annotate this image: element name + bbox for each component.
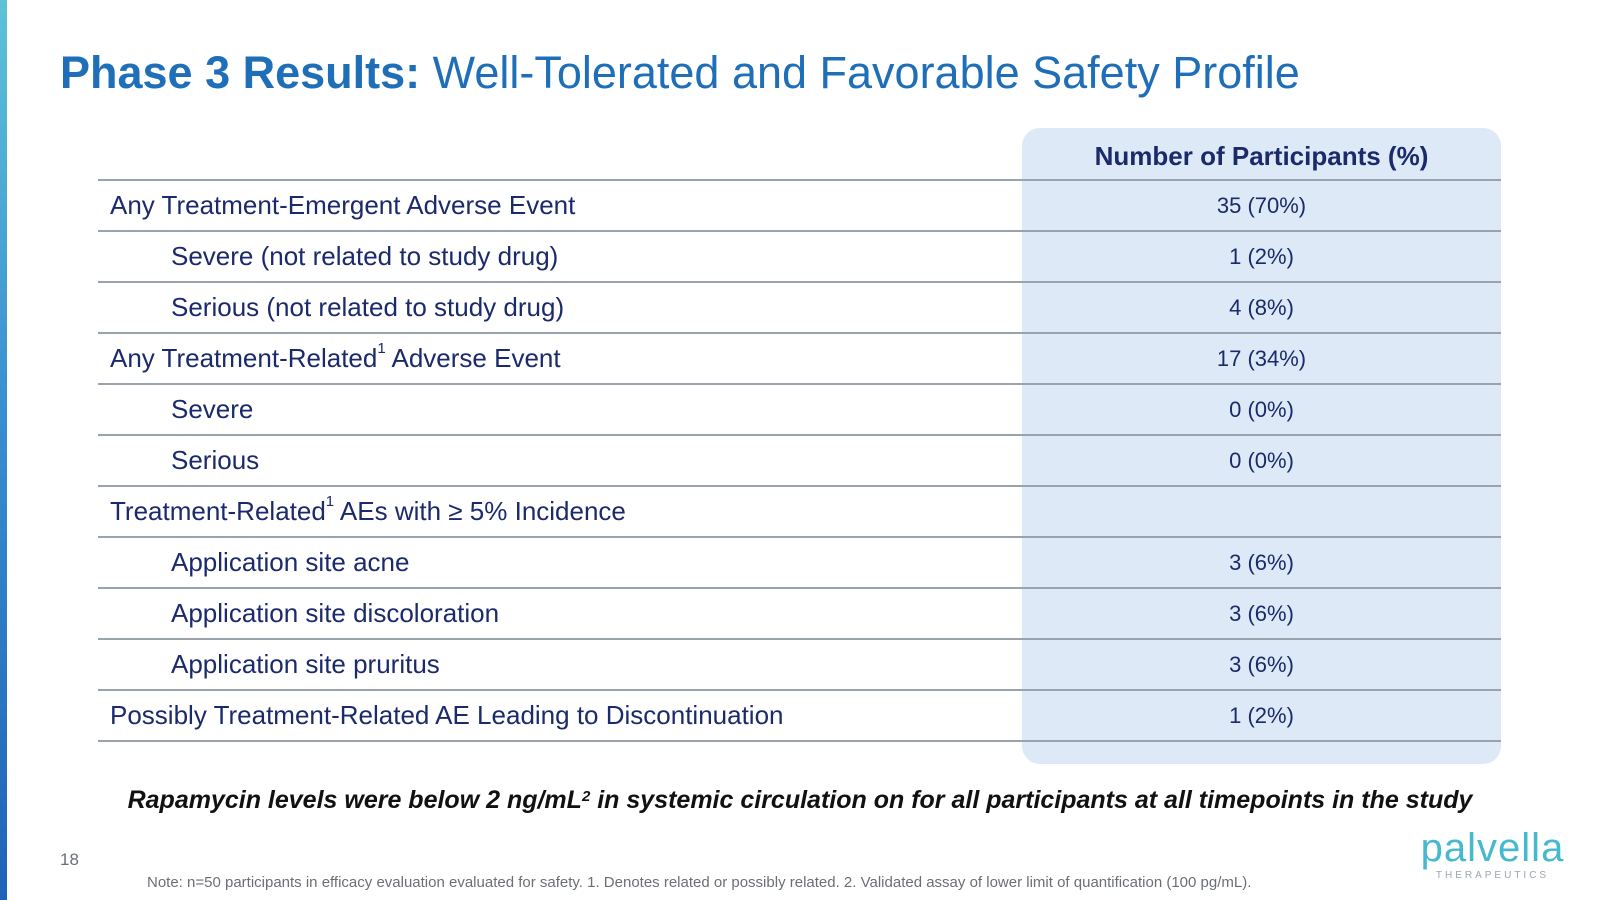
table-row: Serious 0 (0%) [98, 434, 1501, 485]
table-row: Application site pruritus 3 (6%) [98, 638, 1501, 689]
table-row: Application site discoloration 3 (6%) [98, 587, 1501, 638]
footnote-marker: 1 [377, 340, 386, 357]
row-value: 0 (0%) [1229, 397, 1294, 422]
row-value: 17 (34%) [1216, 346, 1307, 371]
row-value: 3 (6%) [1229, 601, 1294, 626]
table-row: Severe (not related to study drug) 1 (2%… [98, 230, 1501, 281]
logo-subtitle: THERAPEUTICS [1435, 870, 1550, 881]
row-value: 3 (6%) [1229, 652, 1294, 677]
safety-table: Any Treatment-Emergent Adverse Event 35 … [98, 179, 1501, 742]
row-label: Application site pruritus [171, 649, 440, 679]
title-rest: Well-Tolerated and Favorable Safety Prof… [420, 47, 1300, 98]
company-logo: palvella THERAPEUTICS [1410, 828, 1575, 881]
key-statement: Rapamycin levels were below 2 ng/mL2 in … [0, 786, 1600, 815]
row-label-text: AEs with ≥ 5% Incidence [334, 496, 626, 526]
row-value: 1 (2%) [1229, 703, 1294, 728]
row-label: Any Treatment-Related1 Adverse Event [110, 334, 561, 383]
slide-title: Phase 3 Results: Well-Tolerated and Favo… [60, 44, 1300, 102]
table-row: Severe 0 (0%) [98, 383, 1501, 434]
row-label-text: Any Treatment-Related [110, 343, 378, 373]
title-bold: Phase 3 Results: [60, 47, 421, 98]
footnote-marker: 1 [325, 493, 335, 510]
row-label: Serious [171, 445, 260, 475]
logo-wordmark: palvella [1420, 826, 1565, 870]
table-row: Serious (not related to study drug) 4 (8… [98, 281, 1501, 332]
row-label: Possibly Treatment-Related AE Leading to… [110, 700, 784, 730]
row-value: 4 (8%) [1229, 295, 1294, 320]
row-label: Application site discoloration [171, 598, 500, 628]
table-row: Treatment-Related1 AEs with ≥ 5% Inciden… [98, 485, 1501, 536]
table-row: Application site acne 3 (6%) [98, 536, 1501, 587]
row-label-text: Adverse Event [385, 343, 561, 373]
row-label: Serious (not related to study drug) [171, 292, 565, 322]
row-label: Treatment-Related1 AEs with ≥ 5% Inciden… [110, 487, 626, 536]
row-label: Application site acne [171, 547, 410, 577]
key-statement-text: Rapamycin levels were below 2 ng/mL [127, 786, 582, 814]
row-label: Any Treatment-Emergent Adverse Event [110, 190, 576, 220]
value-column-highlight [1022, 128, 1501, 764]
left-accent-bar [0, 0, 7, 900]
row-label: Severe [171, 394, 254, 424]
key-statement-text: in systemic circulation on for all parti… [590, 786, 1473, 814]
footnote-marker: 2 [581, 788, 591, 805]
table-row: Possibly Treatment-Related AE Leading to… [98, 689, 1501, 742]
row-value: 1 (2%) [1229, 244, 1294, 269]
row-value: 3 (6%) [1229, 550, 1294, 575]
row-value: 0 (0%) [1229, 448, 1294, 473]
table-row: Any Treatment-Related1 Adverse Event 17 … [98, 332, 1501, 383]
row-value [1022, 487, 1501, 536]
row-value: 35 (70%) [1216, 193, 1307, 218]
page-number: 18 [60, 850, 79, 869]
row-label: Severe (not related to study drug) [171, 241, 559, 271]
row-label-text: Treatment-Related [110, 496, 326, 526]
table-row: Any Treatment-Emergent Adverse Event 35 … [98, 179, 1501, 230]
column-header: Number of Participants (%) [1094, 141, 1429, 171]
footnote-note: Note: n=50 participants in efficacy eval… [147, 874, 1252, 891]
